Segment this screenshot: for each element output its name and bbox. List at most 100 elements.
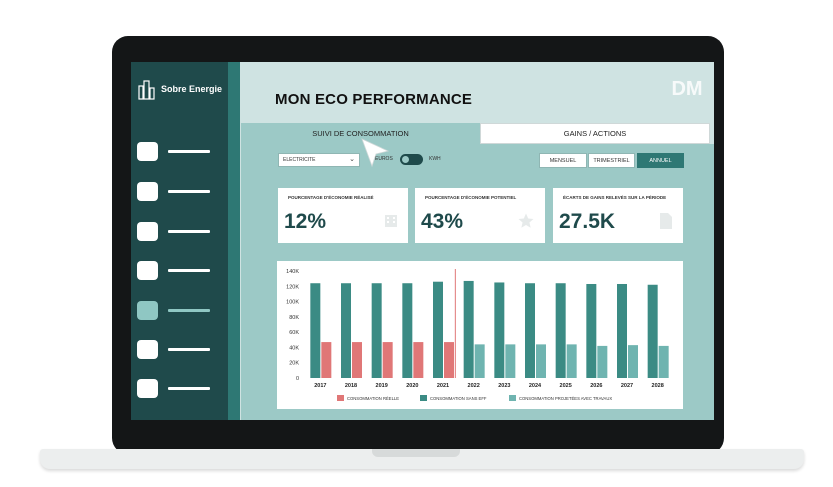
x-tick-label: 2026	[590, 383, 602, 389]
x-tick-label: 2021	[437, 383, 449, 389]
tab-suivi-consommation[interactable]: SUIVI DE CONSOMMATION	[241, 123, 480, 144]
bar-projetee	[474, 344, 485, 378]
bar-sans-eff	[525, 283, 535, 378]
chevron-down-icon: ⌄	[349, 156, 355, 163]
nav-box	[137, 378, 158, 398]
y-tick-label: 60K	[289, 330, 299, 336]
nav-line	[168, 308, 210, 312]
sidebar-item-2[interactable]	[137, 181, 219, 201]
nav-box	[137, 339, 158, 359]
toggle-knob	[402, 156, 409, 163]
x-tick-label: 2024	[529, 383, 542, 389]
nav-box	[137, 181, 158, 201]
bar-sans-eff	[647, 284, 658, 378]
energy-select[interactable]: ELECTRICITE ⌄	[278, 153, 360, 167]
unit-toggle[interactable]	[400, 154, 423, 165]
nav-line	[168, 347, 210, 351]
header: MON ECO PERFORMANCE DM	[241, 62, 714, 120]
nav-box	[137, 260, 158, 280]
toggle-label-euros: EUROS	[375, 156, 393, 162]
legend-label: CONSOMMATION RÉELLE	[347, 396, 399, 401]
x-tick-label: 2023	[498, 383, 510, 389]
sidebar-item-1[interactable]	[137, 141, 219, 161]
toggle-label-kwh: KWH	[429, 156, 441, 162]
consumption-chart: 0 20K 40K 60K 80K 100K 120K 140K 2017 2018 2019 202…	[277, 261, 683, 409]
bar-sans-eff	[433, 281, 443, 378]
bar-sans-eff	[617, 283, 627, 378]
brand-name: Sobre Energie	[161, 84, 223, 94]
energy-select-value: ELECTRICITE	[283, 157, 316, 163]
bar-sans-eff	[555, 283, 566, 378]
bar-projetee	[566, 344, 577, 378]
period-mensuel-button[interactable]: MENSUEL	[539, 153, 587, 168]
kpi-title: ÉCARTS DE GAINS RELEVÉS SUR LA PÉRIODE	[563, 195, 667, 200]
y-tick-label: 120K	[286, 284, 299, 290]
x-tick-label: 2018	[345, 383, 357, 389]
laptop-notch	[372, 449, 460, 457]
y-tick-label: 40K	[289, 345, 299, 351]
bar-sans-eff	[402, 283, 413, 378]
bar-sans-eff	[586, 283, 597, 378]
bar-reelle	[321, 342, 332, 378]
bar-sans-eff	[371, 283, 382, 378]
bar-sans-eff	[341, 283, 351, 378]
nav-box	[137, 300, 158, 320]
sidebar-item-6[interactable]	[137, 339, 219, 359]
bar-reelle	[413, 342, 424, 378]
document-icon	[660, 213, 672, 229]
bar-reelle	[382, 342, 393, 378]
kpi-card-realise: POURCENTAGE D'ÉCONOMIE RÉALISÉ 12%	[278, 188, 408, 243]
bar-projetee	[505, 344, 516, 378]
sidebar: Sobre Energie	[131, 62, 228, 420]
kpi-title: POURCENTAGE D'ÉCONOMIE RÉALISÉ	[288, 195, 374, 200]
sidebar-item-3[interactable]	[137, 221, 219, 241]
logo-text: DM	[671, 78, 702, 100]
y-tick-label: 20K	[289, 361, 299, 367]
x-tick-label: 2025	[560, 383, 572, 389]
nav-line	[168, 149, 210, 153]
nav-line	[168, 229, 210, 233]
laptop-base	[40, 449, 804, 469]
dm-logo: DM	[671, 78, 702, 100]
period-trimestriel-button[interactable]: TRIMESTRIEL	[588, 153, 635, 168]
kpi-card-ecarts: ÉCARTS DE GAINS RELEVÉS SUR LA PÉRIODE 2…	[553, 188, 683, 243]
y-tick-label: 140K	[286, 269, 299, 275]
legend-swatch	[509, 395, 516, 401]
bar-sans-eff	[494, 282, 505, 378]
nav-line	[168, 189, 210, 193]
page-title: MON ECO PERFORMANCE	[275, 91, 473, 108]
bar-projetee	[658, 345, 669, 378]
kpi-card-potentiel: POURCENTAGE D'ÉCONOMIE POTENTIEL 43%	[415, 188, 545, 243]
x-tick-label: 2020	[406, 383, 418, 389]
x-tick-label: 2022	[468, 383, 480, 389]
bar-chart: 0 20K 40K 60K 80K 100K 120K 140K 2017 2018 2019 202…	[286, 269, 669, 401]
bar-reelle	[444, 342, 454, 378]
sidebar-item-4[interactable]	[137, 260, 219, 280]
y-tick-label: 80K	[289, 315, 299, 321]
x-tick-label: 2027	[621, 383, 633, 389]
mouse-cursor-icon	[361, 138, 390, 168]
nav-box	[137, 221, 158, 241]
star-icon	[518, 213, 534, 228]
legend-swatch	[420, 395, 427, 401]
x-tick-label: 2028	[652, 383, 664, 389]
building-icon	[385, 215, 397, 227]
bar-sans-eff	[463, 280, 474, 378]
brand[interactable]: Sobre Energie	[137, 78, 222, 100]
bar-projetee	[597, 345, 608, 378]
y-tick-label: 100K	[286, 300, 299, 306]
sidebar-item-5[interactable]	[137, 300, 219, 320]
kpi-title: POURCENTAGE D'ÉCONOMIE POTENTIEL	[425, 195, 517, 200]
sidebar-item-7[interactable]	[137, 378, 219, 398]
x-tick-label: 2019	[376, 383, 388, 389]
period-annuel-button[interactable]: ANNUEL	[637, 153, 684, 168]
legend-label: CONSOMMATION PROJETÉES AVEC TRAVAUX	[519, 396, 612, 401]
tab-gains-actions[interactable]: GAINS / ACTIONS	[480, 123, 710, 144]
legend-label: CONSOMMATION SANS EFF	[430, 396, 487, 401]
nav-box	[137, 141, 158, 161]
kpi-value: 12%	[284, 210, 327, 233]
bar-reelle	[352, 342, 362, 378]
sidebar-strip	[228, 62, 240, 420]
bar-projetee	[628, 345, 638, 378]
kpi-value: 43%	[421, 210, 464, 233]
